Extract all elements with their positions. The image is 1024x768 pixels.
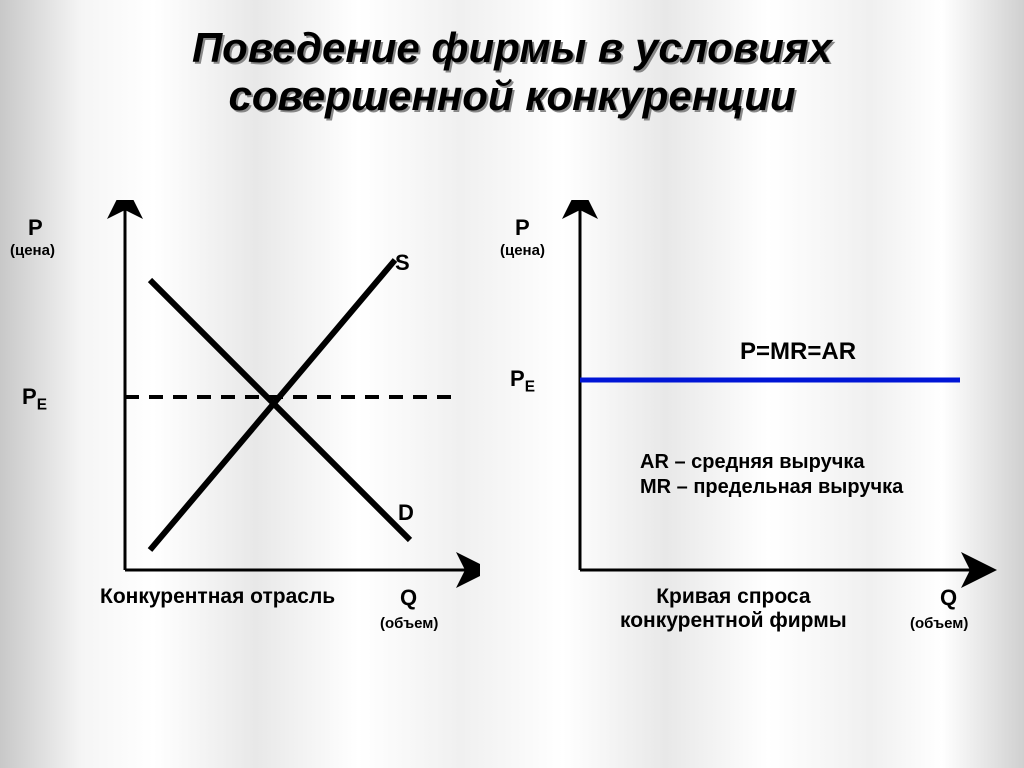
equation-label: P=MR=AR <box>740 338 856 366</box>
p-sub-left: (цена) <box>10 242 55 259</box>
d-label: D <box>398 500 414 526</box>
pe-label-right: PE <box>510 366 535 396</box>
slide-title: Поведение фирмы в условиях совершенной к… <box>0 0 1024 121</box>
caption-right: Кривая спроса конкурентной фирмы <box>620 585 847 633</box>
q-sub-left: (объем) <box>380 615 438 632</box>
s-label: S <box>395 250 410 276</box>
p-label-right: P <box>515 215 530 241</box>
q-label-right: Q <box>940 585 957 611</box>
q-sub-right: (объем) <box>910 615 968 632</box>
legend-ar: AR – средняя выручка <box>640 450 903 475</box>
p-label-left: P <box>28 215 43 241</box>
legend-mr: MR – предельная выручка <box>640 475 903 500</box>
legend-block: AR – средняя выручка MR – предельная выр… <box>640 450 903 500</box>
pe-label-left: PE <box>22 384 47 414</box>
charts-container: P (цена) PE S D Q (объем) Конкурентная о… <box>0 200 1024 720</box>
q-label-left: Q <box>400 585 417 611</box>
title-line1: Поведение фирмы в условиях <box>192 24 832 71</box>
caption-left: Конкурентная отрасль <box>100 585 335 609</box>
p-sub-right: (цена) <box>500 242 545 259</box>
chart-right: P (цена) PE P=MR=AR AR – средняя выручка… <box>540 200 1000 670</box>
chart-left: P (цена) PE S D Q (объем) Конкурентная о… <box>60 200 480 670</box>
title-line2: совершенной конкуренции <box>228 72 795 119</box>
